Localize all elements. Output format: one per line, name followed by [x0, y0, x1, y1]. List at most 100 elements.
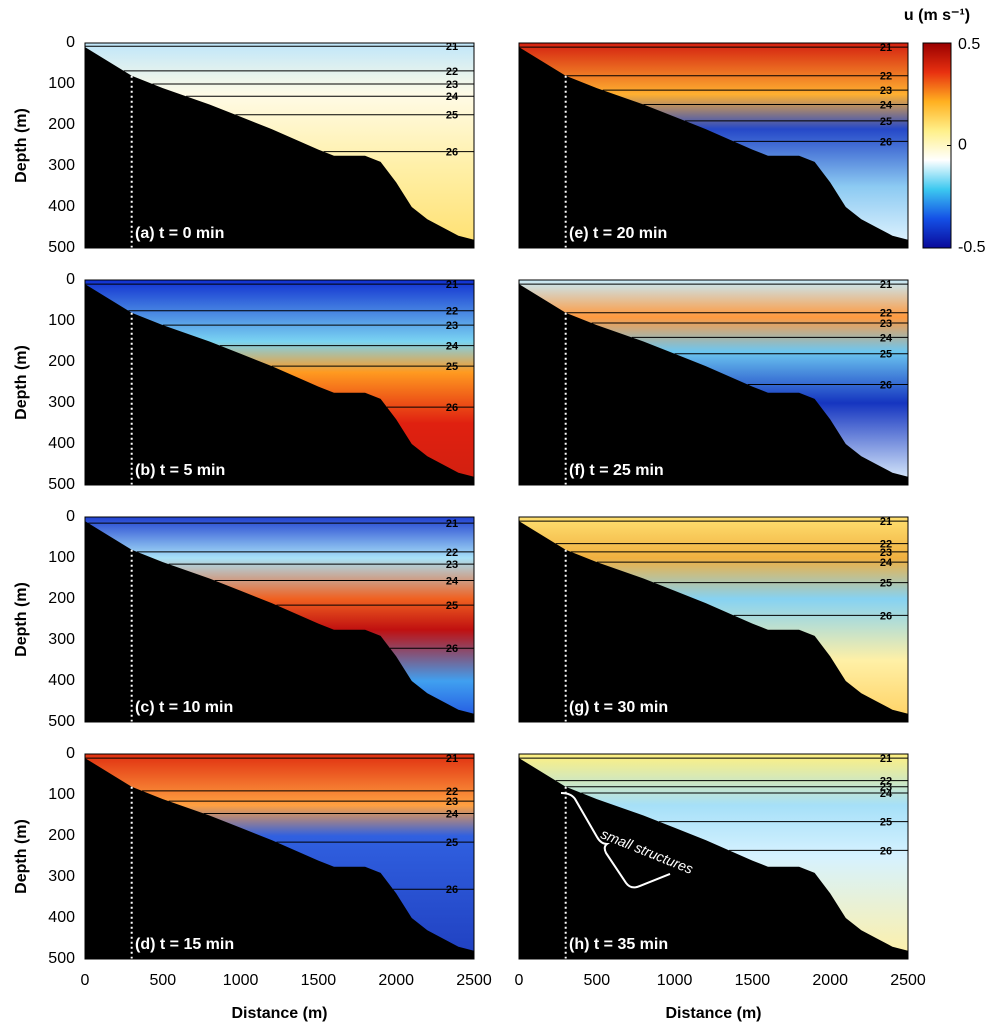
panel-label: (b) t = 5 min — [135, 462, 225, 479]
colorbar-label: u (m s⁻¹) — [904, 7, 970, 24]
x-tick-label: 2000 — [378, 972, 414, 989]
y-tick-label: 300 — [48, 631, 75, 648]
panel-label: (g) t = 30 min — [569, 699, 668, 716]
x-tick-label: 0 — [81, 972, 90, 989]
isopycnal-label: 25 — [880, 817, 892, 829]
y-tick-label: 300 — [48, 868, 75, 885]
y-tick-label: 500 — [48, 476, 75, 493]
isopycnal-label: 23 — [880, 547, 892, 559]
axes-frame — [84, 753, 475, 960]
isopycnal-label: 26 — [446, 884, 458, 896]
x-tick-label: 0 — [515, 972, 524, 989]
y-tick-label: 100 — [48, 786, 75, 803]
isopycnal-label: 23 — [446, 79, 458, 91]
isopycnal-label: 25 — [880, 578, 892, 590]
y-tick-label: 200 — [48, 353, 75, 370]
isopycnal-label: 22 — [880, 308, 892, 320]
bathymetry — [85, 521, 474, 722]
x-tick-label: 2500 — [890, 972, 926, 989]
isopycnal-label: 26 — [446, 402, 458, 414]
x-tick-label: 1500 — [301, 972, 337, 989]
axes-frame — [84, 279, 475, 486]
panel-label: (f) t = 25 min — [569, 462, 664, 479]
colorbar-tick-label: 0.5 — [958, 36, 980, 53]
y-tick-label: 500 — [48, 239, 75, 256]
isopycnal-label: 25 — [446, 600, 458, 612]
isopycnal-label: 24 — [880, 788, 893, 800]
isopycnal-label: 22 — [880, 776, 892, 788]
y-tick-label: 0 — [66, 508, 75, 525]
y-tick-label: 100 — [48, 312, 75, 329]
axes-frame — [518, 279, 909, 486]
y-tick-label: 100 — [48, 549, 75, 566]
x-tick-label: 1500 — [735, 972, 771, 989]
colorbar — [922, 42, 952, 249]
isopycnal-label: 22 — [446, 786, 458, 798]
isopycnal-label: 23 — [446, 559, 458, 571]
isopycnal-label: 24 — [446, 808, 459, 820]
y-tick-label: 100 — [48, 75, 75, 92]
y-tick-label: 400 — [48, 198, 75, 215]
isopycnal-label: 24 — [880, 99, 893, 111]
isopycnal-label: 26 — [446, 147, 458, 159]
isopycnal-label: 21 — [446, 41, 458, 53]
colorbar-tick-label: 0 — [958, 137, 967, 154]
y-tick-label: 200 — [48, 116, 75, 133]
bathymetry — [85, 284, 474, 485]
y-tick-label: 500 — [48, 950, 75, 967]
isopycnal-label: 24 — [446, 575, 459, 587]
isopycnal-label: 26 — [880, 610, 892, 622]
y-tick-label: 200 — [48, 827, 75, 844]
isopycnal-label: 25 — [446, 110, 458, 122]
bathymetry — [519, 284, 908, 485]
isopycnal-label: 23 — [880, 85, 892, 97]
bathymetry — [519, 521, 908, 722]
isopycnal-label: 21 — [446, 279, 458, 291]
isopycnal-label: 25 — [446, 837, 458, 849]
y-tick-label: 500 — [48, 713, 75, 730]
panel-label: (c) t = 10 min — [135, 699, 233, 716]
isopycnal-label: 21 — [880, 42, 892, 54]
bathymetry — [519, 758, 908, 959]
axes-frame — [518, 516, 909, 723]
bathymetry — [85, 47, 474, 248]
y-tick-label: 0 — [66, 271, 75, 288]
isopycnal-label: 23 — [880, 782, 892, 794]
isopycnal-label: 26 — [446, 643, 458, 655]
isopycnal-label: 26 — [880, 136, 892, 148]
isopycnal-label: 22 — [446, 547, 458, 559]
isopycnal-label: 22 — [880, 539, 892, 551]
y-tick-label: 300 — [48, 157, 75, 174]
x-tick-label: 2000 — [812, 972, 848, 989]
y-tick-label: 0 — [66, 745, 75, 762]
x-axis-label: Distance (m) — [231, 1005, 327, 1022]
y-tick-label: 400 — [48, 909, 75, 926]
isopycnal-label: 22 — [446, 66, 458, 78]
isopycnal-label: 22 — [446, 306, 458, 318]
bathymetry — [85, 758, 474, 959]
isopycnal-label: 23 — [446, 320, 458, 332]
bathymetry — [519, 47, 908, 248]
y-tick-label: 0 — [66, 34, 75, 51]
axes-frame — [84, 516, 475, 723]
y-tick-label: 400 — [48, 435, 75, 452]
isopycnal-label: 21 — [446, 753, 458, 765]
x-tick-label: 2500 — [456, 972, 492, 989]
x-axis-label: Distance (m) — [665, 1005, 761, 1022]
axes-frame — [518, 42, 909, 249]
x-tick-label: 1000 — [223, 972, 259, 989]
y-axis-label: Depth (m) — [13, 819, 30, 894]
colorbar-tick-label: -0.5 — [958, 239, 986, 256]
brace — [560, 791, 671, 889]
isopycnal-label: 24 — [880, 557, 893, 569]
isopycnal-label: 21 — [880, 516, 892, 528]
panel-label: (a) t = 0 min — [135, 225, 224, 242]
panel-label: (d) t = 15 min — [135, 936, 234, 953]
y-tick-label: 400 — [48, 672, 75, 689]
panel-label: (e) t = 20 min — [569, 225, 667, 242]
isopycnal-label: 25 — [446, 361, 458, 373]
x-tick-label: 1000 — [657, 972, 693, 989]
x-tick-label: 500 — [583, 972, 610, 989]
y-axis-label: Depth (m) — [13, 108, 30, 183]
